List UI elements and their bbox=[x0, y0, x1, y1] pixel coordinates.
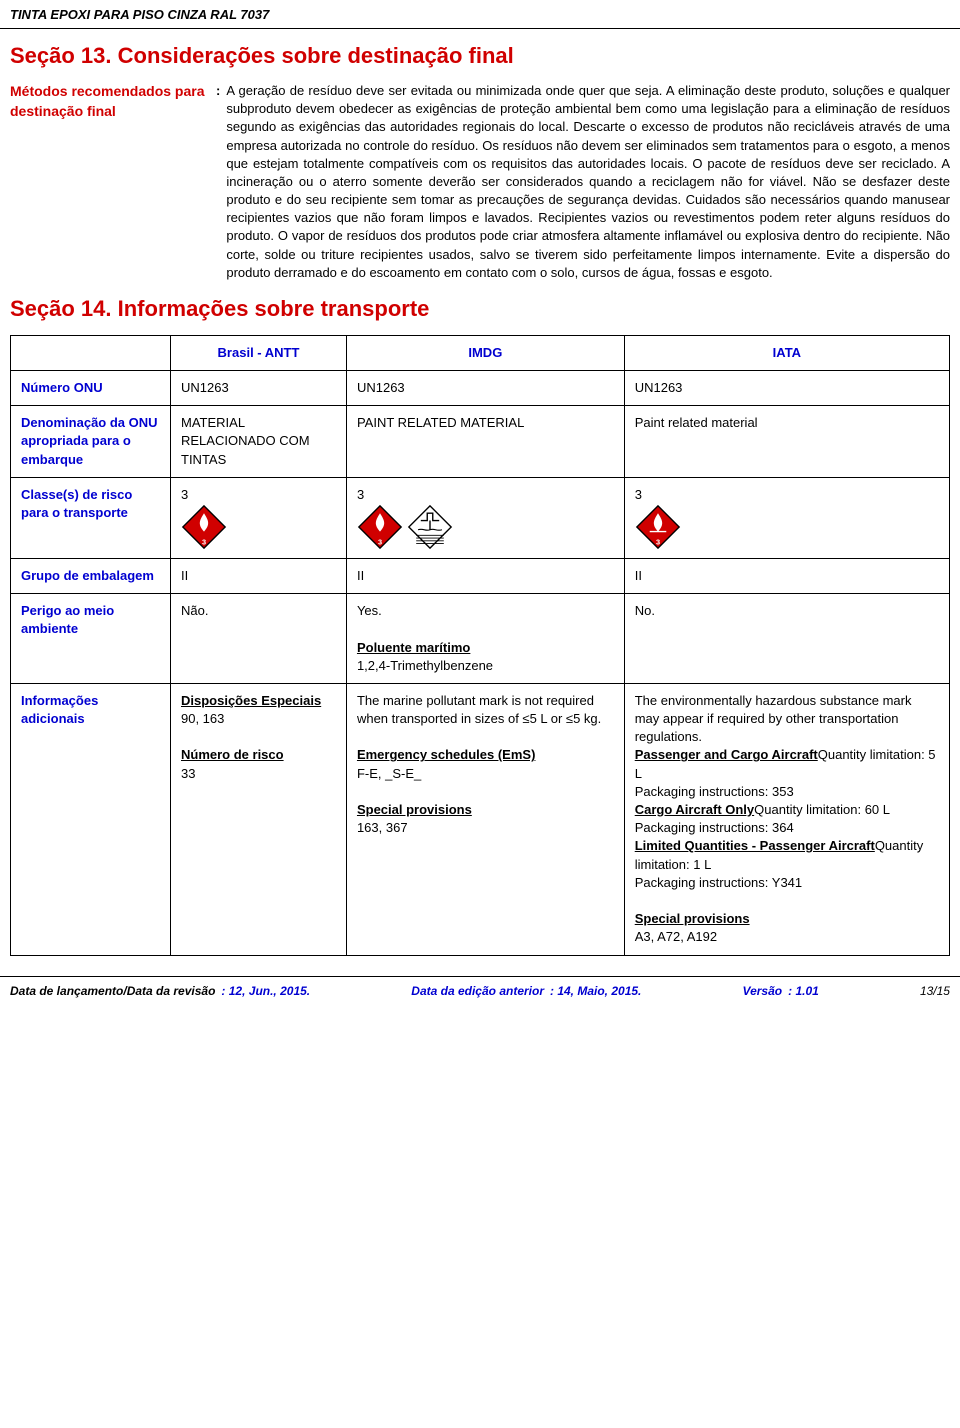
footer-release-date: Data de lançamento/Data da revisão : 12,… bbox=[10, 983, 310, 1000]
class-imdg-value: 3 bbox=[357, 486, 614, 504]
table-row: Classe(s) de risco para o transporte 3 3… bbox=[11, 477, 950, 558]
addl-imdg: The marine pollutant mark is not require… bbox=[346, 683, 624, 955]
special-provisions-value: 90, 163 bbox=[181, 710, 336, 728]
iata-line: Cargo Aircraft OnlyQuantity limitation: … bbox=[635, 801, 939, 819]
shipping-name-label: Denominação da ONU apropriada para o emb… bbox=[11, 406, 171, 478]
class-label: Classe(s) de risco para o transporte bbox=[11, 477, 171, 558]
page-content: Seção 13. Considerações sobre destinação… bbox=[0, 41, 960, 955]
imdg-special-provisions-value: 163, 367 bbox=[357, 819, 614, 837]
iata-line: Packaging instructions: Y341 bbox=[635, 874, 939, 892]
risk-number-value: 33 bbox=[181, 765, 336, 783]
footer-prev-edition: Data da edição anterior : 14, Maio, 2015… bbox=[411, 983, 641, 1000]
iata-line: Passenger and Cargo AircraftQuantity lim… bbox=[635, 746, 939, 782]
env-hazard-label: Perigo ao meio ambiente bbox=[11, 594, 171, 684]
section-13-title: Seção 13. Considerações sobre destinação… bbox=[10, 41, 950, 72]
svg-text:3: 3 bbox=[656, 537, 660, 546]
class-antt: 3 3 bbox=[171, 477, 347, 558]
marine-pollutant-heading: Poluente marítimo bbox=[357, 639, 614, 657]
ems-value: F-E, _S-E_ bbox=[357, 765, 614, 783]
group-antt: II bbox=[171, 558, 347, 593]
imdg-special-provisions-heading: Special provisions bbox=[357, 801, 614, 819]
un-antt: UN1263 bbox=[171, 371, 347, 406]
flammable-diamond-icon: 3 bbox=[181, 504, 227, 550]
page-footer: Data de lançamento/Data da revisão : 12,… bbox=[0, 976, 960, 1006]
svg-text:3: 3 bbox=[378, 537, 382, 546]
version-label: Versão bbox=[743, 983, 783, 1000]
marine-pollutant-diamond-icon bbox=[407, 504, 453, 550]
imdg-lead-text: The marine pollutant mark is not require… bbox=[357, 692, 614, 728]
iata-special-provisions-heading: Special provisions bbox=[635, 910, 939, 928]
hazard-icons-antt: 3 bbox=[181, 504, 336, 550]
class-iata: 3 3 bbox=[624, 477, 949, 558]
special-provisions-heading: Disposições Especiais bbox=[181, 692, 336, 710]
table-row: Grupo de embalagem II II II bbox=[11, 558, 950, 593]
hazard-icons-imdg: 3 bbox=[357, 504, 614, 550]
env-imdg: Yes. Poluente marítimo 1,2,4-Trimethylbe… bbox=[346, 594, 624, 684]
name-iata: Paint related material bbox=[624, 406, 949, 478]
col-antt: Brasil - ANTT bbox=[171, 335, 347, 370]
disposal-methods-text: A geração de resíduo deve ser evitada ou… bbox=[226, 82, 950, 282]
name-antt: MATERIAL RELACIONADO COM TINTAS bbox=[171, 406, 347, 478]
cargo-only-qty: Quantity limitation: 60 L bbox=[754, 802, 890, 817]
flammable-diamond-icon: 3 bbox=[357, 504, 403, 550]
svg-text:3: 3 bbox=[202, 537, 206, 546]
iata-lead-text: The environmentally hazardous substance … bbox=[635, 692, 939, 747]
iata-line: Limited Quantities - Passenger AircraftQ… bbox=[635, 837, 939, 873]
disposal-methods-row: Métodos recomendados para destinação fin… bbox=[10, 82, 950, 282]
name-imdg: PAINT RELATED MATERIAL bbox=[346, 406, 624, 478]
table-row: Perigo ao meio ambiente Não. Yes. Poluen… bbox=[11, 594, 950, 684]
col-imdg: IMDG bbox=[346, 335, 624, 370]
table-row: Número ONU UN1263 UN1263 UN1263 bbox=[11, 371, 950, 406]
product-header: TINTA EPOXI PARA PISO CINZA RAL 7037 bbox=[0, 0, 960, 29]
hazard-icons-iata: 3 bbox=[635, 504, 939, 550]
ems-heading: Emergency schedules (EmS) bbox=[357, 746, 614, 764]
limited-qty-pax: Limited Quantities - Passenger Aircraft bbox=[635, 838, 875, 853]
additional-info-label: Informações adicionais bbox=[11, 683, 171, 955]
group-iata: II bbox=[624, 558, 949, 593]
marine-pollutant-chem: 1,2,4-Trimethylbenzene bbox=[357, 657, 614, 675]
risk-number-heading: Número de risco bbox=[181, 746, 336, 764]
colon: : bbox=[210, 82, 226, 282]
cargo-only: Cargo Aircraft Only bbox=[635, 802, 754, 817]
iata-line: Packaging instructions: 364 bbox=[635, 819, 939, 837]
col-blank bbox=[11, 335, 171, 370]
prev-edition-label: Data da edição anterior bbox=[411, 983, 544, 1000]
un-iata: UN1263 bbox=[624, 371, 949, 406]
section-14-title: Seção 14. Informações sobre transporte bbox=[10, 294, 950, 325]
release-date-label: Data de lançamento/Data da revisão bbox=[10, 983, 215, 1000]
group-imdg: II bbox=[346, 558, 624, 593]
class-iata-value: 3 bbox=[635, 486, 939, 504]
un-imdg: UN1263 bbox=[346, 371, 624, 406]
table-row: Denominação da ONU apropriada para o emb… bbox=[11, 406, 950, 478]
disposal-methods-label: Métodos recomendados para destinação fin… bbox=[10, 82, 210, 282]
flammable-diamond-icon: 3 bbox=[635, 504, 681, 550]
footer-version: Versão : 1.01 bbox=[743, 983, 819, 1000]
class-imdg: 3 3 bbox=[346, 477, 624, 558]
addl-antt: Disposições Especiais 90, 163 Número de … bbox=[171, 683, 347, 955]
addl-iata: The environmentally hazardous substance … bbox=[624, 683, 949, 955]
env-antt: Não. bbox=[171, 594, 347, 684]
transport-table: Brasil - ANTT IMDG IATA Número ONU UN126… bbox=[10, 335, 950, 956]
version-value: : 1.01 bbox=[788, 983, 819, 1000]
un-number-label: Número ONU bbox=[11, 371, 171, 406]
col-iata: IATA bbox=[624, 335, 949, 370]
footer-page: 13/15 bbox=[920, 983, 950, 1000]
pax-cargo-aircraft: Passenger and Cargo Aircraft bbox=[635, 747, 818, 762]
iata-line: Packaging instructions: 353 bbox=[635, 783, 939, 801]
iata-special-provisions-value: A3, A72, A192 bbox=[635, 928, 939, 946]
packing-group-label: Grupo de embalagem bbox=[11, 558, 171, 593]
class-antt-value: 3 bbox=[181, 486, 336, 504]
table-header-row: Brasil - ANTT IMDG IATA bbox=[11, 335, 950, 370]
table-row: Informações adicionais Disposições Espec… bbox=[11, 683, 950, 955]
env-iata: No. bbox=[624, 594, 949, 684]
page-number: 13/15 bbox=[920, 983, 950, 1000]
env-imdg-value: Yes. bbox=[357, 602, 614, 620]
release-date-value: : 12, Jun., 2015. bbox=[221, 983, 310, 1000]
prev-edition-value: : 14, Maio, 2015. bbox=[550, 983, 641, 1000]
